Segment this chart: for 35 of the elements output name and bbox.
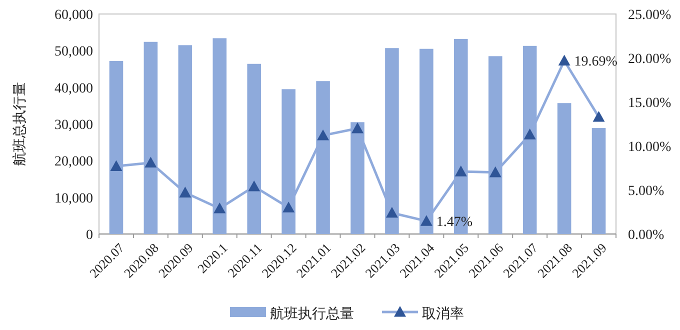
y-tick-label: 50,000 [54, 44, 93, 60]
point [110, 160, 122, 172]
point [454, 166, 467, 176]
legend-label: 航班执行总量 [270, 306, 354, 322]
y2-tick-label: 20.00% [628, 52, 672, 67]
point [386, 206, 398, 218]
y-tick-label: 40,000 [54, 81, 93, 96]
point [282, 202, 295, 212]
point [592, 110, 605, 122]
point [317, 129, 330, 140]
y2-tick-label: 0.00% [628, 228, 664, 243]
point [248, 180, 260, 192]
y-tick-label: 30,000 [54, 118, 93, 133]
bar [557, 103, 572, 234]
y2-tick-label: 10.00% [628, 140, 672, 155]
y-tick-label: 20,000 [54, 154, 93, 170]
bar [592, 128, 606, 234]
y-tick-label: 0 [86, 228, 93, 243]
y2-tick-label: 15.00% [628, 96, 672, 111]
y-tick-label: 60,000 [54, 8, 93, 23]
point [144, 156, 157, 168]
point [524, 128, 536, 140]
point [558, 54, 570, 66]
y2-tick-label: 5.00% [628, 184, 664, 199]
legend-label: 取消率 [422, 306, 464, 322]
point [179, 186, 192, 198]
point [420, 215, 432, 226]
data-label: 19.69% [574, 54, 618, 70]
y-tick-label: 10,000 [54, 191, 93, 206]
point [352, 122, 364, 134]
y2-tick-label: 25.00% [628, 8, 672, 23]
point [489, 166, 502, 178]
point [214, 202, 226, 214]
y-axis-title: 航班总执行量 [12, 82, 28, 166]
data-label: 1.47% [436, 215, 473, 230]
